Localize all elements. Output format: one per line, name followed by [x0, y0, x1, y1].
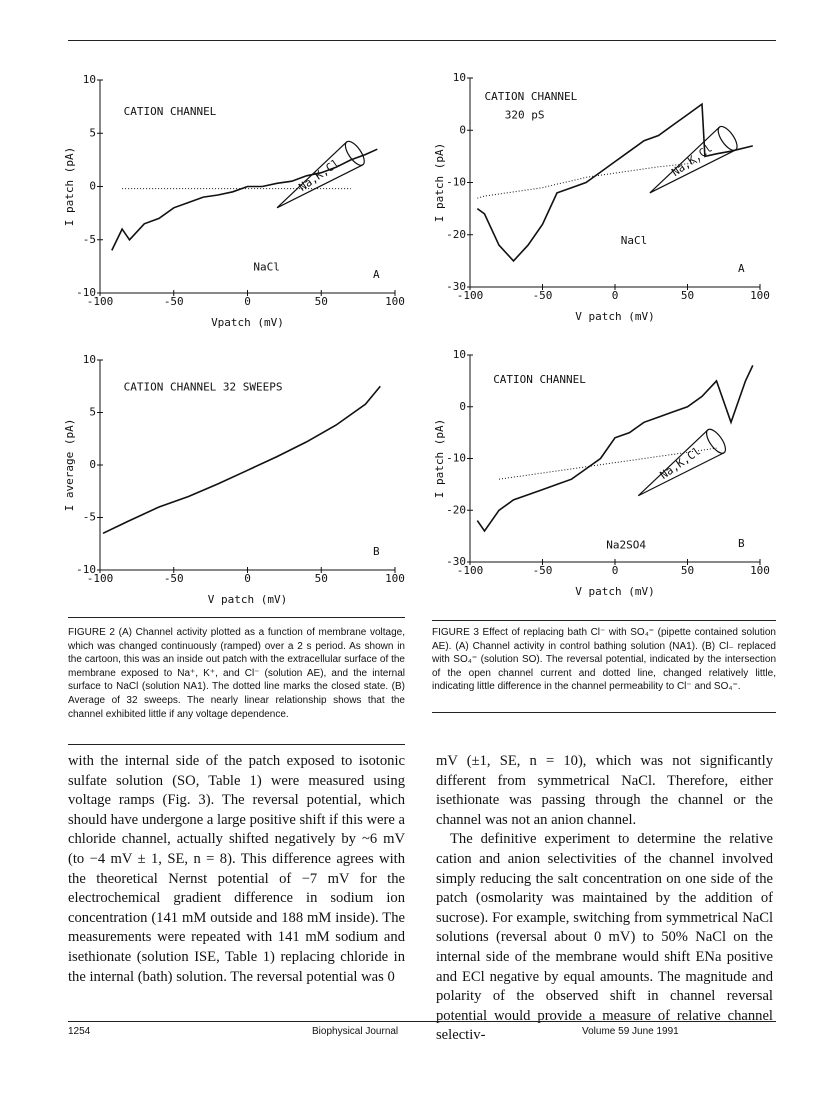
x-tick-label: 0	[244, 572, 251, 585]
x-tick-label: -50	[164, 572, 184, 585]
x-tick-label: 0	[612, 564, 619, 577]
x-tick-label: -50	[164, 295, 184, 308]
pipette-mouth	[706, 428, 727, 454]
y-tick-label: -30	[446, 280, 466, 293]
issue: Volume 59 June 1991	[582, 1026, 679, 1037]
x-tick-label: 0	[612, 289, 619, 302]
pipette-outline	[637, 429, 725, 497]
annotation: Na,K,Cl	[658, 445, 703, 482]
caption-rule	[432, 620, 776, 621]
caption-rule	[68, 617, 405, 618]
y-tick-label: 0	[459, 123, 466, 136]
trace	[498, 447, 717, 480]
y-tick-label: -20	[446, 503, 466, 516]
y-tick-label: -20	[446, 228, 466, 241]
pipette-cartoon: Na,K,Cl	[637, 428, 727, 497]
y-tick-label: 10	[453, 348, 466, 361]
y-axis-label: I patch (pA)	[433, 143, 446, 222]
caption-rule	[432, 712, 776, 713]
y-axis-label: I patch (pA)	[63, 147, 76, 226]
x-tick-label: -50	[533, 289, 553, 302]
x-tick-label: 0	[244, 295, 251, 308]
y-tick-label: -10	[446, 176, 466, 189]
caption-rule	[68, 744, 405, 745]
footer-rule	[68, 1021, 776, 1022]
paragraph: with the internal side of the patch expo…	[68, 753, 405, 985]
page-number: 1254	[68, 1026, 91, 1037]
figure-caption: FIGURE 2 (A) Channel activity plotted as…	[68, 627, 405, 720]
x-tick-label: 100	[750, 564, 770, 577]
annotation: CATION CHANNEL	[485, 90, 578, 103]
annotation: CATION CHANNEL 32 SWEEPS	[124, 380, 283, 393]
panel-label: B	[373, 545, 380, 558]
text-column: with the internal side of the patch expo…	[68, 752, 405, 987]
x-tick-label: 50	[315, 295, 328, 308]
x-tick-label: -100	[457, 289, 484, 302]
x-tick-label: 50	[681, 289, 694, 302]
annotation: Na,K,Cl	[296, 157, 341, 194]
y-tick-label: -10	[76, 286, 96, 299]
x-axis-label: V patch (mV)	[575, 585, 654, 598]
trace	[476, 102, 753, 263]
y-tick-label: -5	[83, 233, 96, 246]
annotation: NaCl	[253, 260, 280, 273]
pipette-mouth	[717, 125, 738, 152]
x-axis-label: V patch (mV)	[208, 593, 287, 606]
pipette-cartoon: Na,K,Cl	[276, 140, 365, 209]
paragraph: The definitive experiment to determine t…	[436, 831, 773, 1044]
trace	[111, 148, 378, 251]
annotation: NaCl	[621, 234, 648, 247]
y-tick-label: 5	[89, 406, 96, 419]
x-tick-label: -100	[457, 564, 484, 577]
top-rule	[68, 40, 776, 41]
annotation: CATION CHANNEL	[493, 373, 586, 386]
x-tick-label: -100	[87, 572, 114, 585]
y-tick-label: 0	[89, 458, 96, 471]
y-tick-label: -5	[83, 511, 96, 524]
journal-name: Biophysical Journal	[312, 1026, 399, 1037]
x-tick-label: -50	[533, 564, 553, 577]
x-tick-label: -100	[87, 295, 114, 308]
pipette-outline	[649, 126, 736, 194]
y-axis-label: I patch (pA)	[433, 419, 446, 498]
panel-label: B	[738, 537, 745, 550]
y-axis-label: I average (pA)	[63, 419, 76, 512]
text-column: mV (±1, SE, n = 10), which was not signi…	[436, 752, 773, 1046]
x-axis-label: V patch (mV)	[575, 310, 654, 323]
pipette-mouth	[344, 140, 365, 166]
y-tick-label: -10	[446, 452, 466, 465]
x-tick-label: 50	[681, 564, 694, 577]
annotation: 320 pS	[505, 109, 545, 122]
trace	[102, 385, 381, 535]
y-tick-label: 10	[83, 73, 96, 86]
x-tick-label: 100	[385, 295, 405, 308]
x-tick-label: 100	[750, 289, 770, 302]
y-tick-label: 0	[459, 400, 466, 413]
y-tick-label: -30	[446, 555, 466, 568]
trace	[476, 365, 754, 533]
x-tick-label: 50	[315, 572, 328, 585]
annotation: Na,K,Cl	[669, 142, 714, 179]
y-tick-label: 10	[453, 71, 466, 84]
x-tick-label: 100	[385, 572, 405, 585]
paragraph: mV (±1, SE, n = 10), which was not signi…	[436, 753, 773, 828]
x-axis-label: Vpatch (mV)	[211, 316, 284, 329]
annotation: Na2SO4	[606, 538, 646, 551]
panel-label: A	[738, 262, 745, 275]
figure-caption: FIGURE 3 Effect of replacing bath Cl⁻ wi…	[432, 627, 776, 693]
y-tick-label: 0	[89, 180, 96, 193]
y-tick-label: 5	[89, 126, 96, 139]
annotation: CATION CHANNEL	[124, 105, 217, 118]
y-tick-label: 10	[83, 353, 96, 366]
y-tick-label: -10	[76, 563, 96, 576]
panel-label: A	[373, 268, 380, 281]
